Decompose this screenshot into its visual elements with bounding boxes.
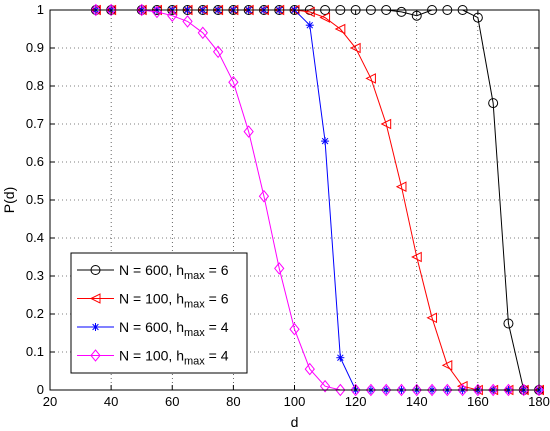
data-point: [503, 318, 514, 329]
data-point: [472, 383, 484, 397]
legend-entry-3: N = 600, hmax = 4: [77, 319, 229, 339]
legend-entry-2: N = 100, hmax = 6: [77, 291, 229, 311]
y-tick-label: 0.3: [26, 268, 44, 283]
data-point: [380, 118, 392, 130]
x-tick-label: 20: [43, 394, 57, 409]
data-point: [243, 125, 254, 138]
data-point: [167, 9, 178, 22]
y-tick-label: 1: [37, 2, 44, 17]
legend-label-subscript: max: [184, 327, 205, 339]
data-point: [182, 15, 193, 28]
data-point: [304, 362, 315, 376]
data-point: [90, 265, 101, 275]
data-point: [136, 3, 147, 17]
data-point: [334, 23, 346, 35]
data-point: [319, 12, 331, 23]
data-point: [426, 383, 438, 397]
ticks: 20 40 60 80 100 120 140 160 180 0 0.1 0.2 0.3 0.4 0.5 0…: [26, 2, 550, 409]
x-tick-label: 160: [467, 394, 489, 409]
data-point: [228, 75, 239, 89]
y-tick-label: 0: [37, 382, 44, 397]
x-tick-label: 180: [528, 394, 550, 409]
data-point: [365, 73, 376, 84]
data-point: [274, 262, 285, 275]
data-point: [89, 293, 101, 304]
legend-label-subscript: max: [184, 299, 205, 311]
legend-label-value: = 4: [205, 319, 229, 335]
x-tick-label: 100: [284, 394, 306, 409]
data-point: [91, 323, 100, 331]
data-point: [441, 359, 453, 371]
legend-entry-1: N = 600, hmax = 6: [77, 262, 229, 282]
y-tick-label: 0.2: [26, 306, 44, 321]
data-point: [105, 3, 117, 17]
data-point: [442, 383, 453, 397]
data-point: [197, 26, 208, 40]
data-point: [488, 98, 499, 109]
legend-label: N = 600, hmax = 4: [119, 319, 229, 339]
legend-label-main: N = 100, h: [119, 348, 184, 364]
data-point: [319, 379, 331, 393]
y-tick-label: 0.5: [26, 192, 44, 207]
x-tick-label: 120: [345, 394, 367, 409]
data-point: [518, 383, 529, 397]
data-point: [335, 383, 346, 397]
data-point: [457, 383, 468, 397]
data-point: [90, 3, 101, 17]
legend-label-main: N = 600, h: [119, 262, 184, 278]
legend-label-value: = 6: [205, 291, 229, 307]
data-point: [533, 383, 545, 397]
y-tick-label: 0.4: [26, 230, 44, 245]
data-point: [396, 383, 407, 397]
data-point: [426, 312, 438, 324]
data-point: [321, 137, 330, 146]
data-point: [396, 6, 407, 17]
legend-label-value: = 4: [205, 348, 229, 364]
y-tick-label: 0.6: [26, 154, 44, 169]
data-point: [411, 383, 422, 397]
data-point: [350, 42, 361, 54]
data-point: [289, 322, 300, 336]
data-point: [350, 383, 361, 397]
data-point: [365, 383, 377, 397]
y-tick-label: 0.9: [26, 40, 44, 55]
data-point: [411, 251, 422, 263]
legend-label-main: N = 600, h: [119, 319, 184, 335]
x-axis-label: d: [291, 414, 299, 430]
x-tick-label: 40: [104, 394, 118, 409]
legend-label-main: N = 100, h: [119, 291, 184, 307]
data-point: [336, 353, 345, 362]
legend-label-value: = 6: [205, 262, 229, 278]
legend-label: N = 600, hmax = 6: [119, 262, 229, 282]
y-axis-label: P(d): [1, 187, 17, 213]
data-point: [503, 383, 514, 397]
y-tick-label: 0.1: [26, 344, 44, 359]
y-tick-label: 0.7: [26, 116, 44, 131]
data-point: [258, 189, 270, 203]
y-tick-label: 0.8: [26, 78, 44, 93]
legend-label-subscript: max: [184, 356, 205, 368]
legend-label: N = 100, hmax = 6: [119, 291, 229, 311]
legend-box: [70, 252, 248, 374]
data-point: [395, 181, 407, 193]
x-tick-label: 60: [165, 394, 179, 409]
legend-label-subscript: max: [184, 270, 205, 282]
x-tick-label: 140: [406, 394, 428, 409]
legend: N = 600, hmax = 6N = 100, hmax = 6N = 60…: [70, 252, 248, 374]
legend-label: N = 100, hmax = 4: [119, 348, 229, 368]
data-point: [488, 383, 499, 397]
data-point: [212, 45, 224, 59]
data-point: [305, 21, 314, 30]
x-tick-label: 80: [226, 394, 240, 409]
data-point: [381, 383, 392, 397]
legend-entry-4: N = 100, hmax = 4: [77, 348, 229, 368]
data-point: [90, 349, 101, 362]
